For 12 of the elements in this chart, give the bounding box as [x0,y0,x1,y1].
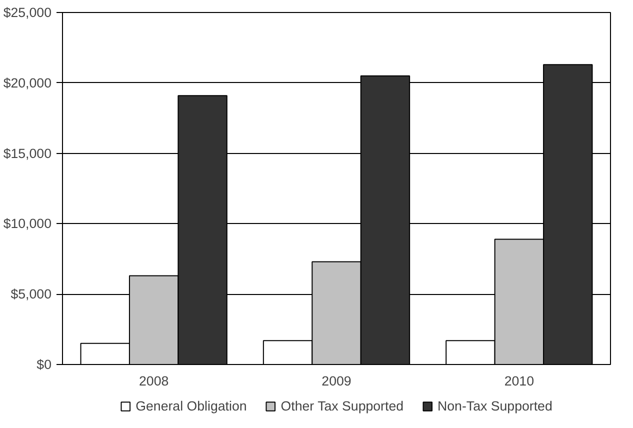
y-tick-label: $20,000 [3,75,52,90]
x-tick-label: 2010 [504,374,534,388]
x-tick-label: 2008 [139,374,169,388]
y-tick-label: $5,000 [10,286,52,302]
legend-label: Non-Tax Supported [438,398,552,414]
legend-label: General Obligation [136,398,247,414]
legend-label: Other Tax Supported [280,398,404,414]
x-tick-label: 2009 [322,374,352,388]
y-tick-label: $10,000 [3,216,52,232]
y-tick-label: $15,000 [3,146,52,161]
y-tick-label: $25,000 [3,5,52,20]
y-tick-label: $0 [36,357,52,372]
